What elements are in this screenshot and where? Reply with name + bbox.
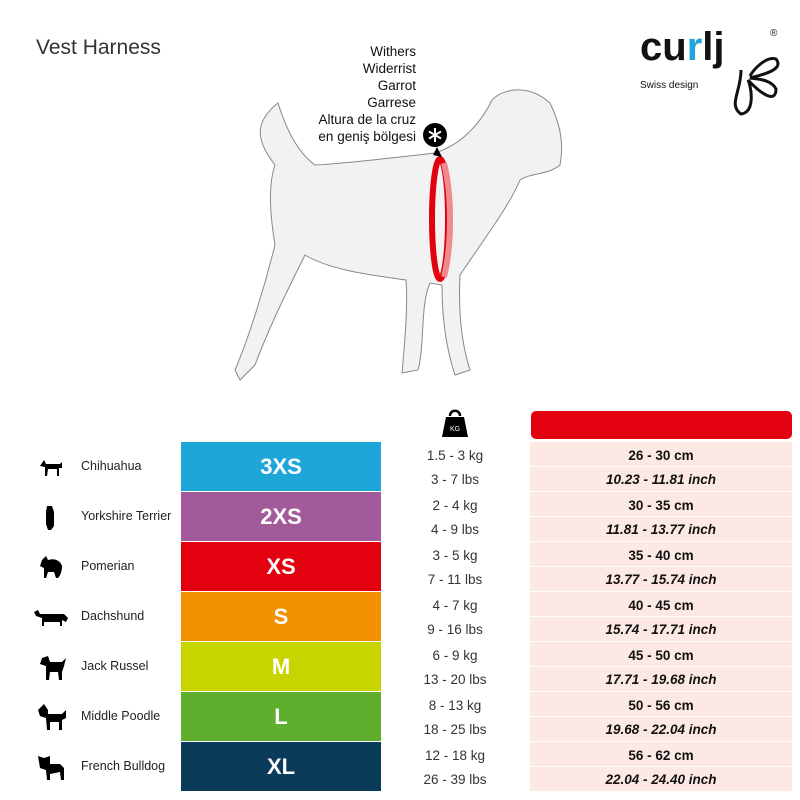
breed-name: Pomerian (81, 559, 135, 573)
kg-weight-icon: KG (440, 408, 470, 438)
row-divider (530, 666, 792, 667)
withers-label: Altura de la cruz (318, 112, 416, 127)
dog-illustration (234, 89, 563, 381)
chest-inch: 15.74 - 17.71 inch (605, 622, 717, 637)
row-divider (530, 766, 792, 767)
breed-name: Yorkshire Terrier (81, 509, 172, 523)
size-label: S (181, 592, 381, 641)
weight-kg: 3 - 5 kg (432, 548, 478, 563)
kg-label: KG (450, 426, 460, 433)
page-title: Vest Harness (36, 36, 161, 59)
row-divider (530, 566, 792, 567)
size-label: XL (181, 742, 381, 791)
row-divider (530, 616, 792, 617)
registered-mark: ® (770, 28, 778, 39)
weight-kg: 2 - 4 kg (432, 498, 478, 513)
measure-cell (530, 442, 792, 492)
size-row: Yorkshire Terrier 2XS 2 - 4 kg 4 - 9 lbs… (0, 492, 800, 542)
logo-tagline: Swiss design (640, 80, 698, 91)
breed-silhouette-icon (40, 460, 62, 476)
size-label: M (181, 642, 381, 691)
breed-silhouette-icon (40, 556, 62, 578)
row-divider (530, 716, 792, 717)
withers-label: Widerrist (362, 61, 416, 76)
chest-measure-header (531, 411, 792, 439)
weight-kg: 4 - 7 kg (432, 598, 478, 613)
size-row: Chihuahua 3XS 1.5 - 3 kg 3 - 7 lbs 26 - … (0, 442, 800, 492)
chest-cm: 56 - 62 cm (628, 748, 694, 763)
breed-silhouette-icon (34, 610, 68, 626)
chest-cm: 26 - 30 cm (628, 448, 694, 463)
size-label: L (181, 692, 381, 741)
measure-cell (530, 692, 792, 742)
measure-cell (530, 492, 792, 542)
withers-label: Garrot (377, 78, 416, 93)
weight-kg: 6 - 9 kg (432, 648, 478, 663)
withers-label: Withers (370, 44, 416, 59)
row-divider (530, 516, 792, 517)
size-row: Middle Poodle L 8 - 13 kg 18 - 25 lbs 50… (0, 692, 800, 742)
breed-silhouette-icon (38, 704, 66, 730)
weight-lbs: 4 - 9 lbs (430, 522, 480, 537)
chest-cm: 40 - 45 cm (628, 598, 694, 613)
breed-silhouette-icon (38, 756, 64, 780)
breed-silhouette-icon (46, 506, 54, 530)
weight-kg: 12 - 18 kg (424, 748, 486, 763)
svg-text:curlj: curlj (640, 25, 725, 69)
weight-lbs: 3 - 7 lbs (430, 472, 480, 487)
weight-lbs: 7 - 11 lbs (427, 572, 483, 587)
asterisk-marker-icon (423, 123, 447, 147)
size-row: Pomerian XS 3 - 5 kg 7 - 11 lbs 35 - 40 … (0, 542, 800, 592)
chest-cm: 30 - 35 cm (628, 498, 694, 513)
size-label: 3XS (181, 442, 381, 491)
curli-logo: curlj Swiss design ® (636, 20, 786, 120)
withers-label: Garrese (367, 95, 416, 110)
measure-cell (530, 592, 792, 642)
breed-name: Middle Poodle (81, 709, 161, 723)
weight-lbs: 18 - 25 lbs (423, 722, 487, 737)
breed-name: French Bulldog (81, 759, 166, 773)
weight-lbs: 26 - 39 lbs (423, 772, 487, 787)
size-label: XS (181, 542, 381, 591)
weight-kg: 1.5 - 3 kg (426, 448, 484, 463)
chest-cm: 50 - 56 cm (628, 698, 694, 713)
size-row: Jack Russel M 6 - 9 kg 13 - 20 lbs 45 - … (0, 642, 800, 692)
withers-label: en geniş bölgesi (318, 129, 416, 144)
breed-silhouette-icon (40, 656, 66, 680)
size-label: 2XS (181, 492, 381, 541)
chest-cm: 45 - 50 cm (628, 648, 694, 663)
size-row: Dachshund S 4 - 7 kg 9 - 16 lbs 40 - 45 … (0, 592, 800, 642)
withers-labels: Withers Widerrist Garrot Garrese Altura … (290, 43, 416, 145)
weight-lbs: 13 - 20 lbs (423, 672, 487, 687)
breed-name: Chihuahua (81, 459, 142, 473)
breed-name: Jack Russel (81, 659, 149, 673)
chest-inch: 13.77 - 15.74 inch (605, 572, 717, 587)
breed-name: Dachshund (81, 609, 145, 623)
measure-cell (530, 742, 792, 792)
row-divider (530, 466, 792, 467)
chest-inch: 11.81 - 13.77 inch (605, 522, 717, 537)
chest-cm: 35 - 40 cm (628, 548, 694, 563)
chest-inch: 10.23 - 11.81 inch (605, 472, 717, 487)
chest-inch: 22.04 - 24.40 inch (605, 772, 717, 787)
chest-inch: 17.71 - 19.68 inch (605, 672, 717, 687)
weight-kg: 8 - 13 kg (428, 698, 482, 713)
weight-lbs: 9 - 16 lbs (427, 622, 483, 637)
measure-cell (530, 542, 792, 592)
size-row: French Bulldog XL 12 - 18 kg 26 - 39 lbs… (0, 742, 800, 792)
measure-cell (530, 642, 792, 692)
chest-inch: 19.68 - 22.04 inch (605, 722, 717, 737)
